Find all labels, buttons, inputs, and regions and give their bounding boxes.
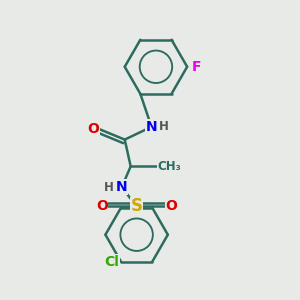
Text: CH₃: CH₃: [158, 160, 181, 173]
Text: N: N: [116, 180, 128, 194]
Text: O: O: [87, 122, 99, 136]
Text: H: H: [159, 120, 169, 133]
Text: H: H: [103, 181, 113, 194]
Text: N: N: [146, 120, 157, 134]
Text: F: F: [191, 60, 201, 74]
Text: Cl: Cl: [105, 255, 119, 269]
Text: O: O: [166, 200, 177, 214]
Text: S: S: [130, 197, 142, 215]
Text: O: O: [96, 200, 108, 214]
